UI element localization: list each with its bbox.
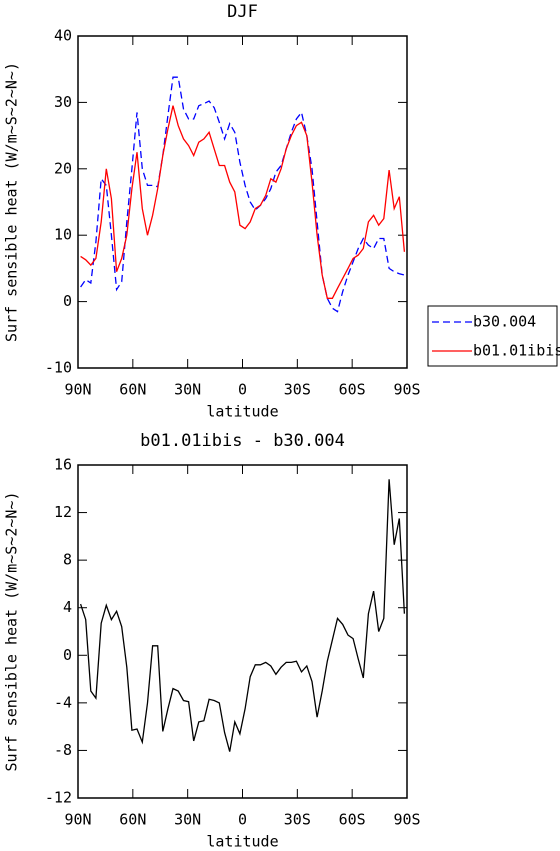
x-tick-label: 90N (64, 381, 91, 399)
y-axis-label: Surf sensible heat (W/m~S~2~N~) (3, 62, 21, 342)
y-tick-label: 0 (63, 646, 72, 664)
x-tick-label: 30N (174, 811, 201, 829)
x-tick-label: 60N (119, 381, 146, 399)
x-tick-label: 90S (393, 811, 420, 829)
x-tick-label: 30S (284, 811, 311, 829)
chart-title: b01.01ibis - b30.004 (140, 431, 345, 451)
y-tick-label: 8 (63, 551, 72, 569)
x-tick-label: 60N (119, 811, 146, 829)
y-tick-label: 10 (54, 226, 72, 244)
y-tick-label: 40 (54, 27, 72, 45)
y-tick-label: 12 (54, 503, 72, 521)
chart-title: DJF (227, 2, 258, 22)
y-tick-label: -4 (54, 693, 72, 711)
x-tick-label: 60S (339, 811, 366, 829)
x-axis-label: latitude (206, 833, 278, 851)
x-tick-label: 90N (64, 811, 91, 829)
x-tick-label: 30S (284, 381, 311, 399)
y-tick-label: -8 (54, 741, 72, 759)
x-tick-label: 0 (238, 381, 247, 399)
y-tick-label: -12 (45, 789, 72, 807)
legend-label: b01.01ibis (473, 342, 560, 360)
legend: b30.004 b01.01ibis (427, 305, 560, 367)
x-axis-label: latitude (206, 403, 278, 421)
y-tick-label: 20 (54, 159, 72, 177)
chart: b01.01ibis - b30.004 latitude Surf sensibl… (3, 431, 421, 851)
x-tick-label: 0 (238, 811, 247, 829)
y-tick-label: 16 (54, 456, 72, 474)
y-axis-label: Surf sensible heat (W/m~S~2~N~) (3, 492, 21, 772)
plot-frame (77, 464, 408, 799)
series-line (79, 479, 406, 752)
series-line (80, 105, 406, 299)
y-tick-label: 4 (63, 598, 72, 616)
x-tick-label: 90S (393, 381, 420, 399)
y-tick-label: 30 (54, 93, 72, 111)
series-line (80, 76, 405, 313)
legend-label: b30.004 (473, 313, 536, 331)
y-tick-label: -10 (45, 359, 72, 377)
legend-box (427, 305, 558, 367)
x-tick-label: 60S (339, 381, 366, 399)
y-tick-label: 0 (63, 292, 72, 310)
plot-frame (77, 35, 408, 369)
chart: DJF latitude Surf sensible heat (W/m~S~2~N… (3, 2, 560, 421)
x-tick-label: 30N (174, 381, 201, 399)
